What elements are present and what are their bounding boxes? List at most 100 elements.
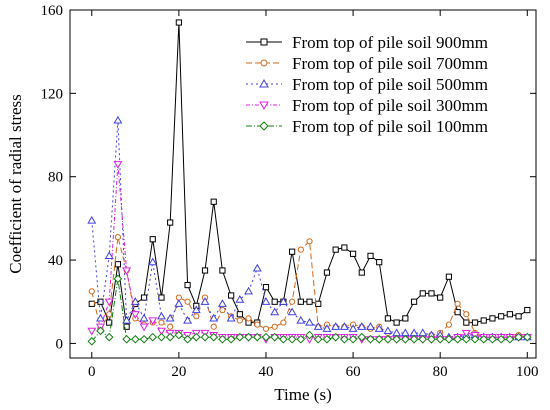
data-point <box>122 267 132 276</box>
data-point <box>444 334 454 344</box>
data-point <box>96 326 105 336</box>
data-point <box>366 334 375 344</box>
data-point <box>454 309 461 316</box>
data-point <box>383 326 393 335</box>
data-point <box>270 307 280 316</box>
data-point <box>306 298 313 305</box>
data-point <box>157 332 166 342</box>
data-point <box>156 327 166 336</box>
data-point <box>357 332 367 342</box>
data-point <box>174 299 184 307</box>
data-point <box>235 332 245 342</box>
legend-entry: From top of pile soil 100mm <box>246 117 488 136</box>
data-point <box>148 317 158 326</box>
data-point <box>392 334 401 344</box>
y-tick-label: 120 <box>41 86 64 102</box>
data-point <box>139 323 149 332</box>
data-point <box>479 334 489 344</box>
plot-frame <box>69 9 537 359</box>
data-point <box>357 322 367 330</box>
data-point <box>210 198 217 205</box>
data-point <box>165 332 175 342</box>
x-tick-label: 80 <box>433 364 448 380</box>
data-point <box>245 315 252 322</box>
data-point <box>122 315 132 324</box>
data-point <box>401 334 410 344</box>
data-point <box>209 332 219 342</box>
data-point <box>252 263 262 272</box>
legend-marker <box>260 38 268 46</box>
data-point <box>191 305 201 314</box>
data-point <box>244 286 254 295</box>
legend-label: From top of pile soil 700mm <box>292 54 488 73</box>
legend: From top of pile soil 900mm From top of p… <box>246 33 488 136</box>
data-point <box>489 315 496 322</box>
data-point <box>87 337 97 346</box>
data-point <box>435 334 445 344</box>
data-point <box>296 334 306 344</box>
data-point <box>183 315 193 324</box>
x-tick-label: 40 <box>258 364 273 380</box>
data-point <box>158 319 165 326</box>
data-point <box>280 319 287 326</box>
data-point <box>167 219 174 226</box>
data-point <box>445 273 452 280</box>
data-point <box>341 244 348 251</box>
data-point <box>226 334 236 344</box>
x-tick-label: 20 <box>171 364 186 380</box>
data-point <box>471 319 479 326</box>
data-point <box>409 328 419 337</box>
legend-label: From top of pile soil 100mm <box>292 117 488 136</box>
data-point <box>409 334 419 344</box>
data-point <box>315 300 322 307</box>
data-point <box>463 319 470 326</box>
legend-marker <box>259 78 269 88</box>
data-point <box>271 323 278 330</box>
series-line <box>91 164 528 340</box>
data-point <box>200 297 210 305</box>
data-point <box>131 334 140 344</box>
data-point <box>402 315 409 322</box>
data-point <box>226 313 236 322</box>
data-point <box>331 322 341 330</box>
data-point <box>113 161 123 169</box>
data-point <box>140 294 148 301</box>
x-tick-label: 0 <box>88 364 96 380</box>
data-point <box>461 329 471 338</box>
data-point <box>130 297 140 305</box>
data-point <box>496 334 506 344</box>
legend-marker <box>259 121 269 131</box>
series-layer <box>87 19 532 346</box>
data-point <box>297 298 304 305</box>
data-point <box>287 334 297 344</box>
data-point <box>410 298 418 305</box>
data-point <box>322 324 332 332</box>
data-point <box>392 328 402 337</box>
data-point <box>348 324 358 332</box>
data-point <box>114 261 122 268</box>
data-point <box>322 334 332 344</box>
data-point <box>331 332 340 342</box>
data-point <box>106 319 113 326</box>
data-point <box>88 288 95 295</box>
data-point <box>252 332 262 342</box>
data-point <box>289 298 296 305</box>
data-point <box>175 19 182 26</box>
data-point <box>463 311 470 318</box>
data-point <box>287 307 297 316</box>
data-point <box>149 236 156 243</box>
data-point <box>313 322 323 330</box>
legend-entry: From top of pile soil 900mm <box>246 33 488 52</box>
y-tick-label: 160 <box>41 3 64 19</box>
data-point <box>367 252 374 259</box>
data-point <box>104 332 114 342</box>
data-point <box>339 322 349 330</box>
data-point <box>305 330 314 340</box>
data-point <box>278 297 288 305</box>
data-point <box>374 334 384 344</box>
data-point <box>184 298 191 305</box>
data-point <box>488 334 497 344</box>
x-tick-label: 60 <box>346 364 361 380</box>
legend-marker <box>259 101 269 111</box>
data-point <box>306 238 313 245</box>
